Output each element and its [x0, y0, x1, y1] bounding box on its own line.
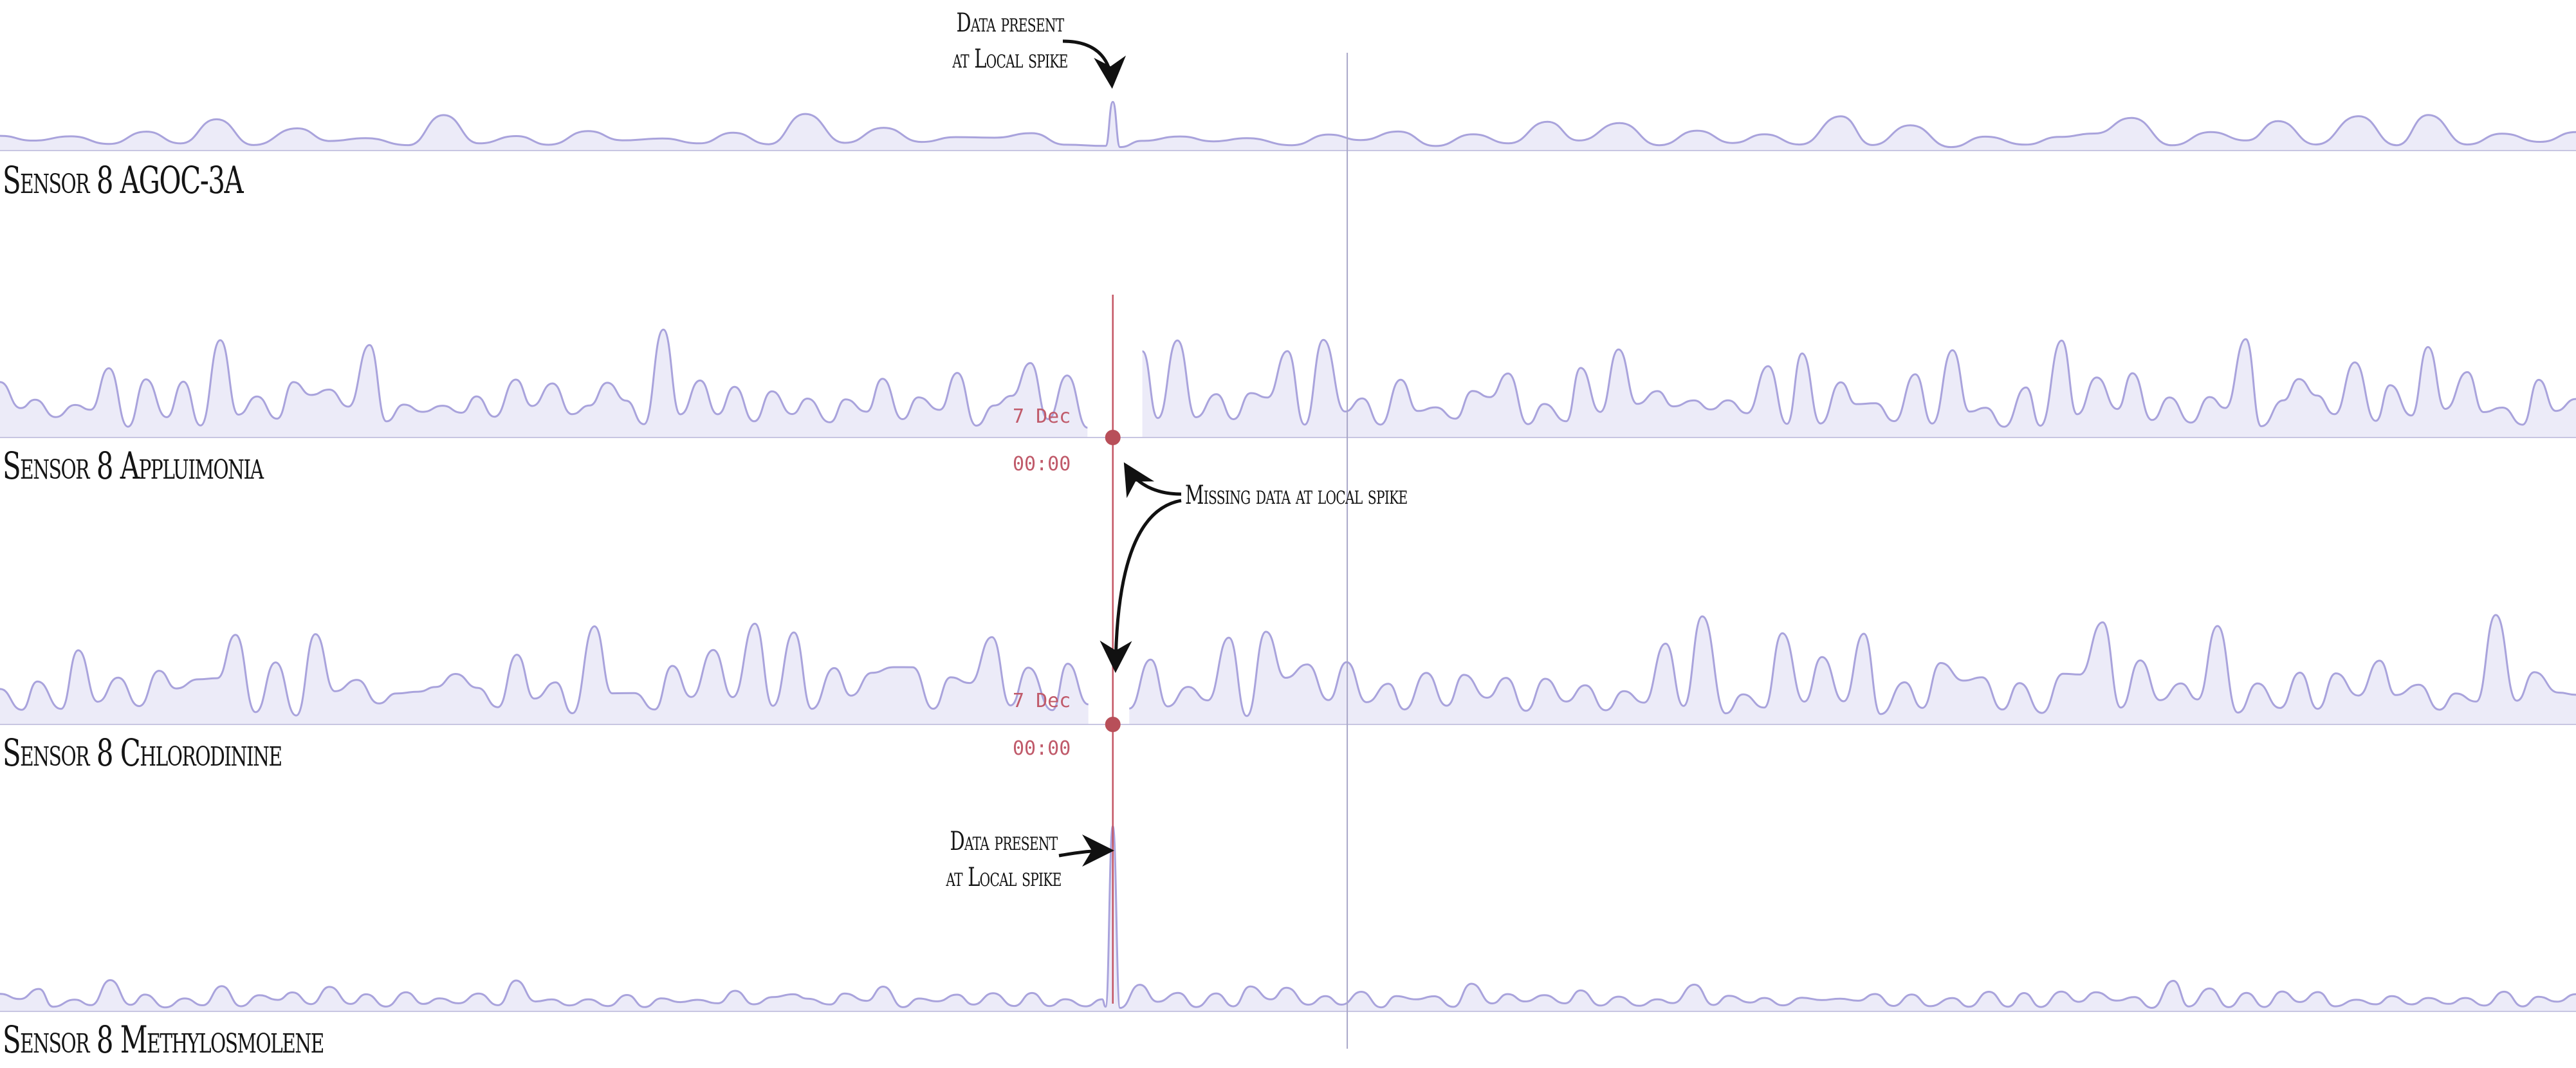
- series-3-line-0: [0, 622, 1089, 717]
- series-3-line-1: [1128, 614, 2576, 717]
- series-label-chlorodinine: Sensor 8 Chlorodinine: [3, 731, 282, 775]
- series-label-methylosmolene: Sensor 8 Methylosmolene: [3, 1018, 324, 1062]
- cursor-dot-appluimonia: [1105, 430, 1121, 445]
- annotation-missing-data: Missing data at local spike: [1185, 481, 1408, 510]
- cursor-date-label-2: 7 Dec: [1013, 690, 1071, 712]
- series-2-line-0: [0, 328, 1088, 429]
- arrow-top-spike: [1062, 39, 1127, 89]
- cursor-date-label-1: 7 Dec: [1013, 405, 1071, 428]
- series-1: [0, 100, 2576, 151]
- series-4-area-0: [0, 826, 2576, 1011]
- series-label-agoc-3a: Sensor 8 AGOC-3A: [3, 158, 244, 202]
- series-2: [0, 328, 2576, 438]
- arrow-bottom-spike: [1058, 834, 1114, 867]
- series-label-appluimonia: Sensor 8 Appluimonia: [3, 444, 264, 488]
- series-2-line-1: [1141, 338, 2576, 428]
- series-2-area-0: [0, 329, 1088, 437]
- annotation-bottom-spike: Data present at Local spike: [946, 827, 1062, 892]
- annotation-arrows: [1058, 39, 1182, 867]
- series-2-area-1: [1142, 339, 2576, 437]
- arrow-missing-upper: [1123, 462, 1182, 499]
- cursor-time-label-2: 00:00: [1013, 737, 1071, 760]
- annotation-top-spike: Data present at Local spike: [952, 8, 1068, 74]
- series-4-line-0: [0, 825, 2576, 1009]
- series-1-area-0: [0, 102, 2576, 151]
- series-layer: [0, 100, 2576, 1012]
- series-4: [0, 825, 2576, 1012]
- cursor-time-label-1: 00:00: [1013, 453, 1071, 475]
- series-3-area-0: [0, 623, 1089, 724]
- cursor-dot-chlorodinine: [1105, 717, 1121, 732]
- series-3: [0, 614, 2576, 725]
- series-1-line-0: [0, 100, 2576, 149]
- arrow-missing-lower: [1099, 499, 1182, 673]
